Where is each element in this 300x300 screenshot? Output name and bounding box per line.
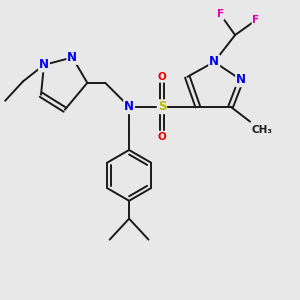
Text: S: S [158, 100, 166, 113]
Text: N: N [39, 58, 49, 71]
Text: F: F [217, 9, 224, 19]
Text: N: N [124, 100, 134, 113]
Text: N: N [68, 51, 77, 64]
Text: N: N [209, 56, 219, 68]
Text: O: O [158, 72, 166, 82]
Text: F: F [252, 15, 260, 25]
Text: CH₃: CH₃ [251, 124, 272, 135]
Text: O: O [158, 132, 166, 142]
Text: N: N [236, 73, 246, 86]
